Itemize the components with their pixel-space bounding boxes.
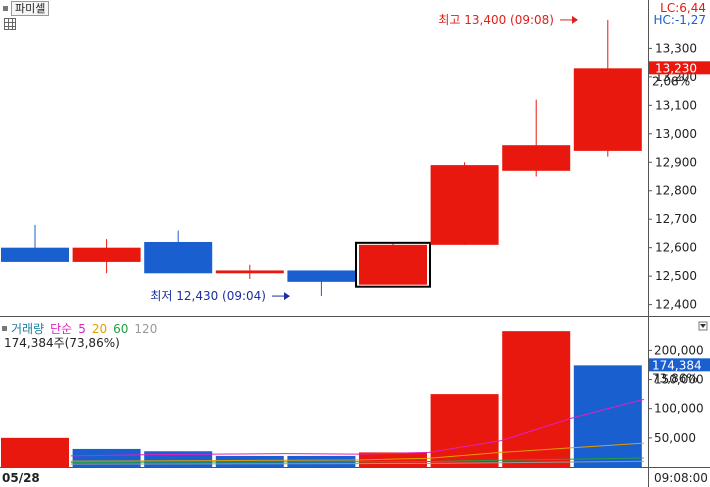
panel-marker-icon [3,5,8,11]
current-price-label: 13,230 [655,61,697,75]
volume-ma-line-5 [70,398,644,457]
ma-period-5: 5 [78,321,86,336]
volume-legend: 거래량 단순 5 20 60 120 [2,320,163,337]
volume-tick-label: 150,000 [654,373,704,387]
low-arrow-head [284,292,290,301]
hc-indicator: HC:-1,27 [653,13,707,27]
ma-type-label: 단순 [50,322,73,336]
chart-title[interactable]: 파미셀 [1,0,50,16]
current-volume-label: 174,384 [652,358,702,372]
volume-legend-title: 거래량 [11,322,45,336]
price-tick-label: 12,800 [655,184,697,198]
time-axis-label: 09:08:00 [654,471,708,485]
candle-body [573,68,642,151]
volume-bar [215,455,284,467]
date-label: 05/28 [2,471,40,485]
panel-marker-icon [2,326,7,331]
candle-body [1,247,69,262]
price-tick-label: 12,500 [655,269,697,283]
price-tick-label: 13,000 [655,127,697,141]
selected-candle-frame [355,241,431,288]
candle-body [72,247,141,262]
panel-collapse-arrow-icon [700,324,706,328]
current-change-label: 2,08% [652,74,690,88]
price-tick-label: 12,400 [655,298,697,312]
price-tick-label: 13,300 [655,41,697,55]
high-annotation: 최고 13,400 (09:08) [438,13,554,27]
low-annotation: 최저 12,430 (09:04) [150,289,266,303]
ma-period-20: 20 [91,321,108,336]
table-grid-icon[interactable] [4,18,16,30]
volume-bar [430,394,499,467]
candle-body [144,241,213,274]
volume-tick-label: 200,000 [654,343,704,357]
current-volume-badge [649,358,710,372]
current-price-badge [649,61,710,75]
price-tick-label: 12,700 [655,212,697,226]
volume-ma-line-20 [70,442,644,462]
candle-body [430,165,499,245]
price-tick-label: 12,900 [655,155,697,169]
volume-summary: 174,384주(73,86%) [4,336,120,350]
volume-ma-line-60 [70,457,644,463]
price-tick-label: 13,100 [655,98,697,112]
volume-tick-label: 100,000 [654,402,704,416]
stock-name: 파미셀 [11,0,50,16]
lc-indicator: LC:6,44 [660,1,706,15]
candle-body [359,244,427,285]
volume-bar [144,451,213,467]
volume-tick-label: 50,000 [654,431,696,445]
candle-body [502,145,571,171]
high-arrow-head [572,15,578,24]
candle-body [287,270,356,282]
price-tick-label: 12,600 [655,241,697,255]
volume-bar [573,365,642,467]
candle-body [215,270,284,274]
ma-period-60: 60 [113,321,129,336]
current-volume-ratio: 73,86% [652,371,698,385]
volume-bar [1,437,69,467]
volume-bar [502,331,571,467]
ma-period-120: 120 [134,321,158,336]
volume-ma-line-120 [70,460,644,465]
